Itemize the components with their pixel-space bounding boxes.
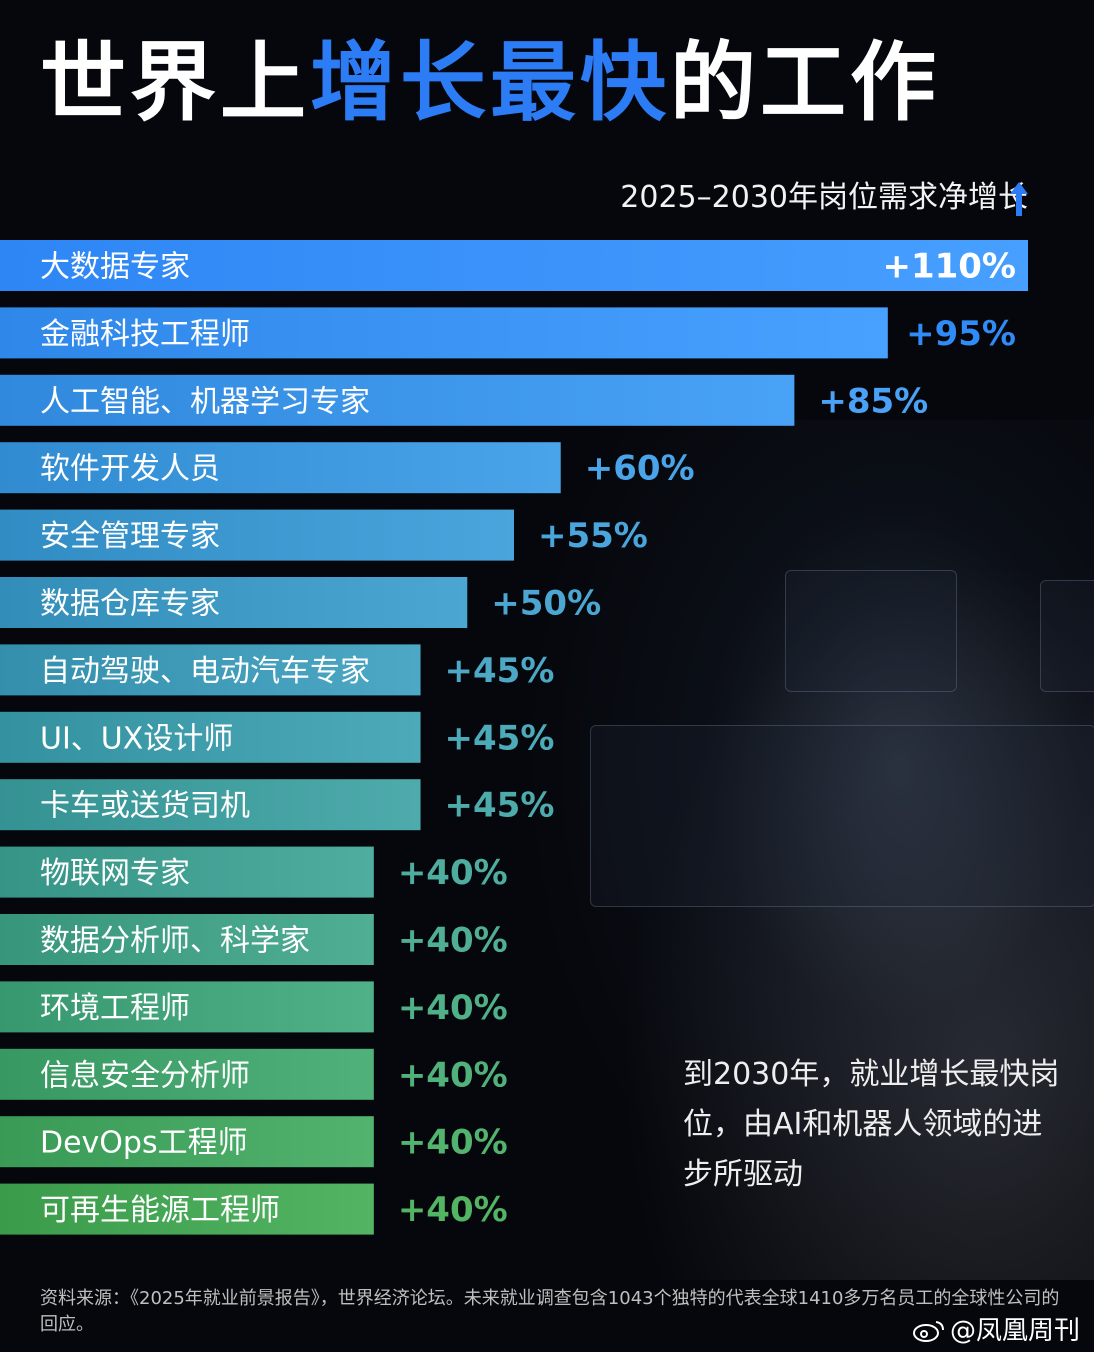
category-label: 数据分析师、科学家 [40,924,310,959]
category-label: 人工智能、机器学习专家 [40,384,370,419]
data-label: +55% [538,516,648,556]
chart-note: 到2030年，就业增长最快岗位，由AI和机器人领域的进步所驱动 [683,1057,1060,1192]
data-label: +40% [398,1123,508,1163]
category-label: UI、UX设计师 [40,721,233,756]
background-dashboard-panel [785,570,957,692]
bar [0,914,374,965]
data-label: +45% [445,651,555,691]
up-arrow-icon [1010,182,1028,216]
bar [0,846,374,898]
bar [0,577,468,628]
bar [0,779,421,831]
source-note: 资料来源：《2025年就业前景报告》，世界经济论坛。未来就业调查包含1043个独… [40,1288,1060,1335]
category-label: 金融科技工程师 [40,317,250,352]
watermark-text: @凤凰周刊 [949,1316,1080,1346]
data-label: +60% [585,449,695,489]
category-label: 数据仓库专家 [40,587,220,622]
bar [0,1116,374,1168]
bar [0,307,888,359]
bar [0,1048,374,1100]
data-label: +40% [398,988,508,1028]
chart-subtitle: 2025–2030年岗位需求净增长 [620,180,1028,215]
category-label: 信息安全分析师 [40,1058,250,1093]
title-suffix: 的工作 [670,33,940,133]
bar [0,240,1028,291]
data-label: +40% [398,921,508,961]
category-label: 软件开发人员 [40,452,220,487]
category-label: 物联网专家 [40,856,190,891]
category-label: DevOps工程师 [40,1126,248,1161]
category-label: 卡车或送货司机 [40,789,250,824]
category-label: 安全管理专家 [40,519,220,554]
page-title: 世界上增长最快的工作 [40,28,940,138]
data-label: +40% [398,1055,508,1095]
data-label: +110% [882,247,1016,287]
title-prefix: 世界上 [40,33,310,133]
data-label: +45% [445,786,555,826]
title-highlight: 增长最快 [310,33,670,133]
data-label: +85% [818,381,928,421]
weibo-icon [912,1321,944,1342]
category-label: 大数据专家 [40,250,190,285]
data-label: +45% [445,718,555,758]
bar [0,509,514,561]
data-label: +95% [906,314,1016,354]
watermark: @凤凰周刊 [912,1310,1080,1347]
data-label: +40% [398,853,508,893]
bar [0,981,374,1033]
bar [0,1183,374,1235]
bar [0,711,421,763]
background-dashboard-panel [590,725,1094,907]
category-label: 自动驾驶、电动汽车专家 [40,654,370,689]
data-label: +50% [491,584,601,624]
category-label: 环境工程师 [40,991,190,1026]
bar [0,644,421,696]
category-label: 可再生能源工程师 [40,1193,280,1228]
data-label: +40% [398,1190,508,1230]
background-dashboard-panel [1040,580,1094,692]
bar [0,374,795,426]
bar [0,442,561,494]
